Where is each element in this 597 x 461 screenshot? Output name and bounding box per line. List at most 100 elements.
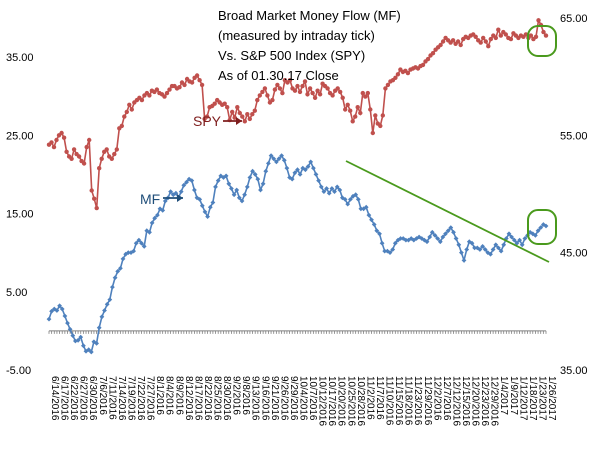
chart-title-line-1: Broad Market Money Flow (MF)	[218, 8, 401, 23]
data-point-spy	[335, 86, 340, 91]
x-axis-tick-label: 8/30/2016	[221, 376, 232, 421]
data-point-spy	[440, 39, 446, 44]
x-axis-tick-label: 8/17/2016	[192, 376, 203, 421]
data-point-spy	[383, 86, 388, 91]
data-point-spy	[297, 89, 303, 95]
x-axis-tick-label: 6/14/2016	[49, 376, 60, 421]
data-point-mf	[215, 178, 221, 183]
annotation-mf-arrowhead	[177, 194, 183, 202]
x-axis-tick-label: 9/29/2016	[288, 376, 299, 421]
data-point-mf	[155, 212, 160, 218]
data-point-mf	[226, 181, 232, 187]
data-point-spy	[250, 112, 255, 117]
data-point-mf	[369, 217, 374, 223]
data-point-mf	[202, 209, 208, 215]
data-point-mf	[199, 203, 205, 209]
data-point-mf	[99, 314, 105, 320]
data-point-spy	[270, 97, 275, 103]
x-axis-tick-label: 1/26/2017	[546, 376, 557, 421]
data-point-spy	[420, 62, 426, 68]
data-point-spy	[262, 86, 268, 91]
x-axis-tick-label: 11/18/2016	[403, 376, 414, 426]
data-point-spy	[498, 33, 503, 38]
data-point-mf	[490, 247, 496, 252]
data-point-spy	[528, 33, 534, 38]
data-point-mf	[514, 240, 520, 246]
data-point-mf	[62, 313, 68, 319]
data-point-mf	[493, 242, 499, 248]
data-point-mf	[120, 256, 126, 262]
data-point-mf	[311, 165, 316, 171]
data-point-mf	[292, 170, 298, 176]
data-point-spy	[109, 156, 115, 161]
data-point-mf	[509, 234, 514, 240]
data-point-spy	[247, 116, 252, 122]
data-point-spy	[87, 137, 92, 143]
data-point-spy	[473, 34, 478, 39]
data-point-spy	[373, 113, 378, 118]
data-point-mf	[451, 229, 456, 235]
data-point-spy	[345, 102, 350, 108]
data-point-spy	[360, 90, 365, 96]
data-point-mf	[395, 237, 401, 243]
data-point-mf	[535, 228, 541, 234]
x-axis-tick-label: 11/2/2016	[364, 376, 375, 420]
data-point-mf	[432, 233, 438, 238]
data-point-mf	[54, 308, 60, 313]
data-point-spy	[481, 35, 486, 41]
x-axis-tick-label: 11/29/2016	[422, 376, 433, 426]
x-axis-tick-label: 7/11/2016	[106, 376, 117, 420]
data-point-spy	[307, 86, 313, 91]
data-point-spy	[370, 130, 375, 136]
data-point-mf	[435, 236, 440, 241]
data-point-mf	[189, 178, 195, 183]
data-point-spy	[543, 33, 549, 38]
data-point-spy	[338, 89, 343, 95]
annotation-spy-label: SPY	[193, 113, 222, 129]
data-point-mf	[139, 240, 144, 246]
x-axis-tick-label: 1/23/2017	[536, 376, 547, 421]
data-point-mf	[197, 197, 203, 202]
left-axis-tick-label: 25.00	[6, 130, 34, 142]
data-point-spy	[295, 83, 300, 89]
data-point-mf	[506, 231, 512, 237]
x-axis-tick-label: 6/17/2016	[59, 376, 70, 421]
data-point-mf	[115, 269, 121, 274]
x-axis-tick-label: 6/27/2016	[78, 376, 89, 421]
data-point-spy	[287, 78, 293, 83]
data-point-spy	[541, 29, 546, 35]
data-point-mf	[355, 197, 361, 202]
data-point-spy	[237, 110, 242, 116]
data-point-spy	[240, 114, 245, 119]
data-point-spy	[194, 73, 200, 78]
data-point-spy	[363, 94, 368, 99]
data-point-spy	[127, 102, 132, 108]
right-axis-tick-label: 65.00	[560, 13, 588, 25]
data-point-mf	[482, 247, 488, 252]
x-axis-tick-label: 1/4/2017	[498, 376, 509, 415]
data-point-mf	[78, 334, 84, 340]
x-axis-tick-label: 11/7/2016	[374, 376, 385, 420]
data-point-mf	[353, 192, 359, 198]
data-point-mf	[86, 347, 92, 353]
data-point-mf	[260, 181, 266, 187]
data-point-mf	[51, 306, 57, 312]
data-point-mf	[125, 250, 131, 255]
data-point-mf	[49, 308, 54, 314]
data-point-mf	[252, 172, 258, 177]
data-point-spy	[94, 205, 99, 211]
data-point-mf	[67, 326, 73, 332]
data-point-mf	[366, 212, 372, 218]
data-point-spy	[84, 144, 89, 150]
x-axis-tick-label: 11/10/2016	[384, 376, 395, 426]
data-point-spy	[154, 87, 160, 92]
x-axis-tick-label: 9/8/2016	[240, 376, 251, 415]
data-point-spy	[225, 105, 230, 110]
data-point-spy	[54, 137, 59, 143]
data-point-mf	[398, 236, 403, 241]
data-point-mf	[247, 175, 253, 180]
data-point-spy	[302, 79, 308, 84]
data-point-spy	[425, 56, 431, 62]
data-point-spy	[533, 34, 539, 39]
